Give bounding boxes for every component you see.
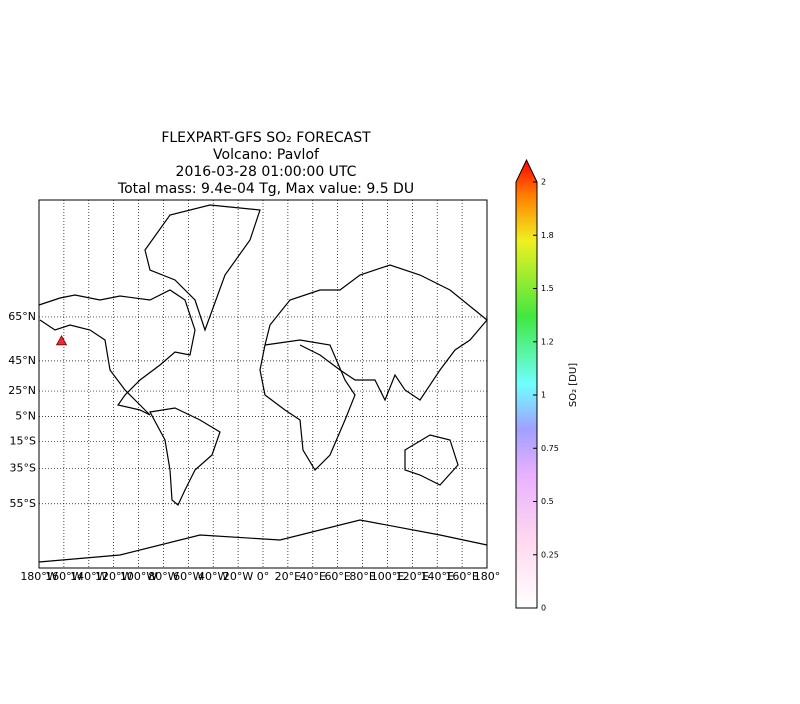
lon-label: 60°E <box>324 570 350 583</box>
lat-label: 45°N <box>8 354 36 367</box>
coastlines <box>38 204 488 563</box>
lon-label: 160°E <box>445 570 478 583</box>
colorbar-tick-label: 1.8 <box>541 231 554 240</box>
colorbar-tick-label: 2 <box>541 178 546 187</box>
title-line: FLEXPART-GFS SO₂ FORECAST <box>161 130 371 146</box>
colorbar-tick-label: 1.5 <box>541 284 554 293</box>
lon-label: 140°E <box>420 570 453 583</box>
lat-label: 15°S <box>10 434 36 447</box>
lon-label: 180°W <box>20 570 57 583</box>
map-frame <box>38 199 488 569</box>
lat-label: 65°N <box>8 310 36 323</box>
colorbar-tick-label: 0.25 <box>541 550 559 559</box>
south-america <box>149 407 221 506</box>
title-line: 2016-03-28 01:00:00 UTC <box>176 164 357 180</box>
colorbar <box>515 158 538 609</box>
colorbar-axis: 0 0.25 0.5 0.75 1 1.2 1.5 1.8 2 SO₂ [DU] <box>533 178 579 613</box>
lon-label: 120°E <box>396 570 429 583</box>
australia <box>404 434 459 486</box>
lon-label: 180° <box>474 570 501 583</box>
lon-label: 40°E <box>300 570 326 583</box>
lon-label: 40°W <box>198 570 228 583</box>
lon-label: 20°W <box>223 570 253 583</box>
lon-label: 80°W <box>148 570 178 583</box>
africa <box>259 339 356 471</box>
eurasia <box>264 264 488 402</box>
title-line: Total mass: 9.4e-04 Tg, Max value: 9.5 D… <box>117 181 414 197</box>
graticule: 65°N45°N25°N5°N15°S35°S55°S180°W160°W140… <box>8 200 500 583</box>
lon-label: 120°W <box>95 570 132 583</box>
map-overlay <box>55 335 68 346</box>
colorbar-tick-label: 1.2 <box>541 337 554 346</box>
volcano-marker <box>55 335 68 346</box>
lat-label: 25°N <box>8 384 36 397</box>
colorbar-tick-label: 0 <box>541 604 546 613</box>
lon-label: 140°W <box>70 570 107 583</box>
greenland <box>144 204 261 332</box>
colorbar-tick-label: 0.75 <box>541 444 559 453</box>
north-america <box>38 289 196 416</box>
lat-label: 55°S <box>10 497 36 510</box>
lon-label: 20°E <box>275 570 301 583</box>
antarctica <box>38 519 488 563</box>
lon-label: 100°E <box>371 570 404 583</box>
lon-label: 100°W <box>120 570 157 583</box>
lon-label: 160°W <box>45 570 82 583</box>
lon-label: 0° <box>257 570 270 583</box>
colorbar-label: SO₂ [DU] <box>568 363 579 407</box>
lon-label: 60°W <box>173 570 203 583</box>
colorbar-tick-label: 0.5 <box>541 497 554 506</box>
lat-label: 35°S <box>10 462 36 475</box>
lon-label: 80°E <box>349 570 375 583</box>
title-line: Volcano: Pavlof <box>213 147 320 163</box>
colorbar-tick-label: 1 <box>541 391 546 400</box>
lat-label: 5°N <box>15 410 36 423</box>
